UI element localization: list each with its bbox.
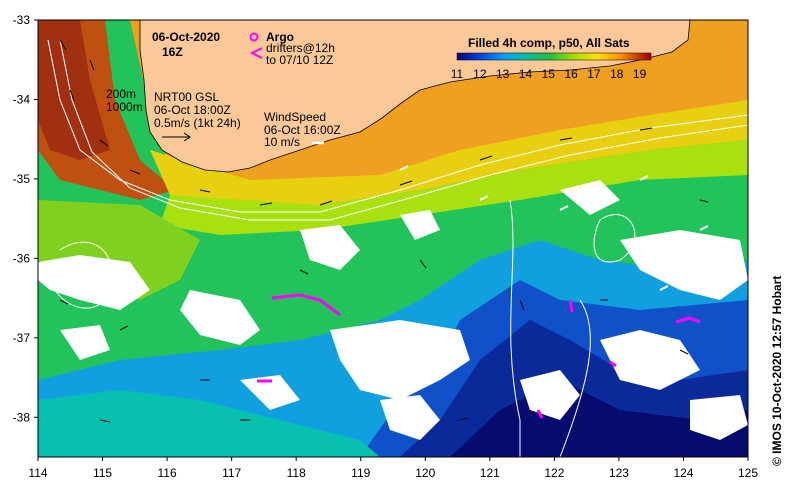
argo-label: Argo [266, 30, 294, 44]
current-line3: 0.5m/s (1kt 24h) [154, 116, 241, 130]
y-axis: -33 -34 -35 -36 -37 -38 [13, 13, 38, 424]
current-line1: NRT00 GSL [154, 90, 219, 104]
isobath-1000-label: 1000m [106, 100, 143, 114]
colorbar-tick-label: 18 [610, 67, 624, 81]
title-date: 06-Oct-2020 [152, 30, 220, 44]
drifters-line1: drifters@12h [266, 41, 335, 55]
x-tick-label: 114 [28, 466, 47, 480]
isobath-200-label: 200m [106, 87, 136, 101]
x-tick-label: 125 [738, 466, 758, 480]
wind-line3: 10 m/s [264, 135, 300, 149]
yellow-band [150, 100, 748, 210]
x-tick-label: 120 [415, 466, 435, 480]
y-tick-label: -35 [13, 172, 31, 186]
colorbar-tick-label: 15 [542, 67, 556, 81]
x-tick-label: 122 [544, 466, 564, 480]
map-body [38, 20, 748, 457]
x-axis: 114 115 116 117 118 119 120 121 122 123 124 125 [28, 457, 758, 480]
argo-icon [249, 32, 259, 42]
drifters-line2: to 07/10 12Z [266, 53, 333, 67]
colorbar-tick-label: 17 [587, 67, 601, 81]
x-tick-label: 115 [93, 466, 112, 480]
x-tick-label: 119 [351, 466, 370, 480]
x-tick-label: 123 [609, 466, 629, 480]
y-tick-label: -33 [13, 13, 31, 27]
x-tick-label: 124 [673, 466, 693, 480]
cloud-mask [38, 180, 748, 440]
drifter-tracks [257, 293, 701, 419]
colorbar-tick-label: 12 [473, 67, 487, 81]
current-line2: 06-Oct 18:00Z [154, 103, 231, 117]
colorbar-tick-label: 19 [633, 67, 647, 81]
y-tick-label: -38 [13, 410, 31, 424]
colorbar [456, 52, 652, 61]
colorbar-tick-label: 11 [451, 67, 464, 81]
y-tick-label: -36 [13, 251, 31, 265]
current-vectors [59, 39, 709, 423]
colorbar-tick-label: 13 [496, 67, 510, 81]
y-tick-label: -34 [13, 92, 31, 106]
colorbar-tick-label: 14 [519, 67, 533, 81]
colorbar-ticks: 11 12 13 14 15 16 17 18 19 [451, 67, 647, 81]
y-tick-label: -37 [13, 331, 31, 345]
current-scale-arrow-icon [162, 132, 191, 142]
colorbar-tick-label: 16 [564, 67, 578, 81]
x-tick-label: 118 [287, 466, 306, 480]
wind-vectors [399, 165, 709, 291]
title-time: 16Z [162, 45, 183, 59]
x-tick-label: 116 [158, 466, 177, 480]
drifter-icon [249, 47, 263, 59]
map-frame [37, 19, 749, 458]
x-tick-label: 121 [480, 466, 500, 480]
isobath-lines [47, 39, 748, 457]
wind-line1: WindSpeed [264, 110, 326, 124]
credit-text: © IMOS 10-Oct-2020 12:57 Hobart [770, 276, 784, 466]
x-tick-label: 117 [222, 466, 241, 480]
colorbar-title: Filled 4h comp, p50, All Sats [468, 36, 630, 50]
wind-line2: 06-Oct 16:00Z [264, 123, 341, 137]
